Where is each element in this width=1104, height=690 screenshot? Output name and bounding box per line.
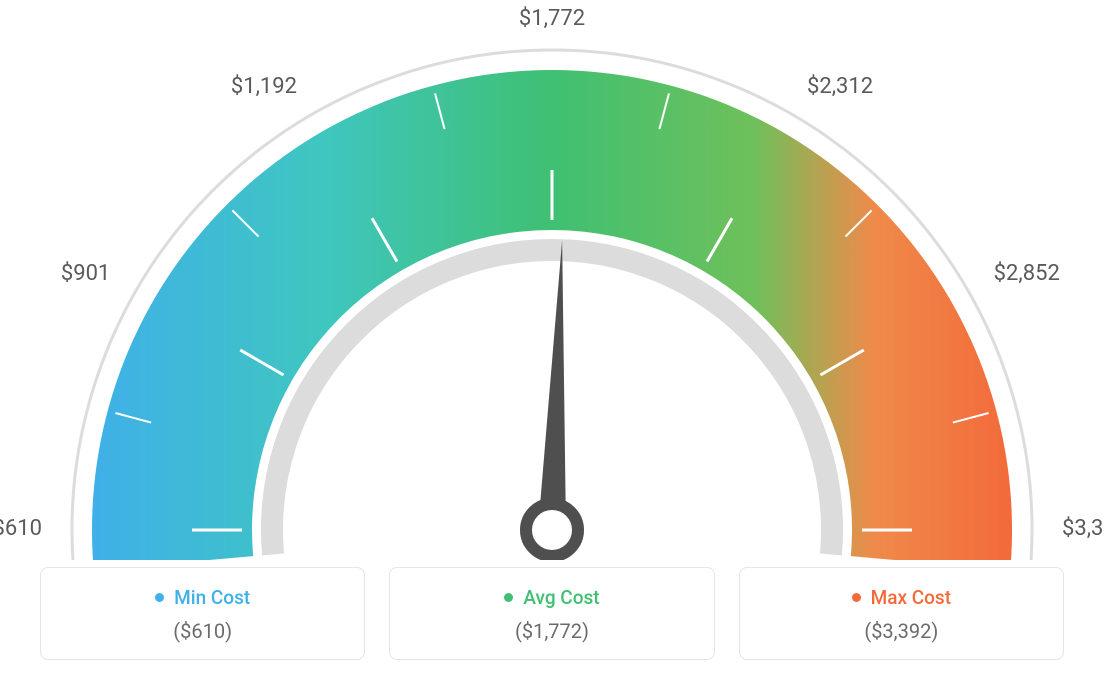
legend-card-avg: Avg Cost ($1,772) — [389, 567, 714, 660]
dot-icon — [504, 593, 513, 602]
gauge-tick-label: $2,852 — [994, 261, 1060, 286]
gauge-tick-label: $1,192 — [207, 74, 297, 99]
legend-label-text: Min Cost — [174, 586, 250, 609]
legend-value-max: ($3,392) — [750, 619, 1053, 643]
legend-card-min: Min Cost ($610) — [40, 567, 365, 660]
legend-label-avg: Avg Cost — [400, 586, 703, 609]
gauge-tick-label: $3,392 — [1062, 516, 1104, 541]
dot-icon — [155, 593, 164, 602]
legend-value-avg: ($1,772) — [400, 619, 703, 643]
gauge-tick-label: $901 — [20, 261, 110, 286]
chart-container: $610 $901 $1,192 $1,772 $2,312 $2,852 $3,392 M… — [0, 0, 1104, 690]
legend-card-max: Max Cost ($3,392) — [739, 567, 1064, 660]
gauge-tick-label: $2,312 — [807, 74, 873, 99]
legend-label-min: Min Cost — [51, 586, 354, 609]
gauge-svg — [0, 0, 1104, 560]
legend-value-min: ($610) — [51, 619, 354, 643]
gauge-tick-label: $610 — [0, 516, 42, 541]
legend-label-max: Max Cost — [750, 586, 1053, 609]
legend-label-text: Max Cost — [871, 586, 951, 609]
gauge: $610 $901 $1,192 $1,772 $2,312 $2,852 $3,392 — [0, 0, 1104, 560]
legend-row: Min Cost ($610) Avg Cost ($1,772) Max Co… — [0, 567, 1104, 660]
legend-label-text: Avg Cost — [523, 586, 599, 609]
dot-icon — [852, 593, 861, 602]
gauge-tick-label: $1,772 — [507, 6, 597, 31]
